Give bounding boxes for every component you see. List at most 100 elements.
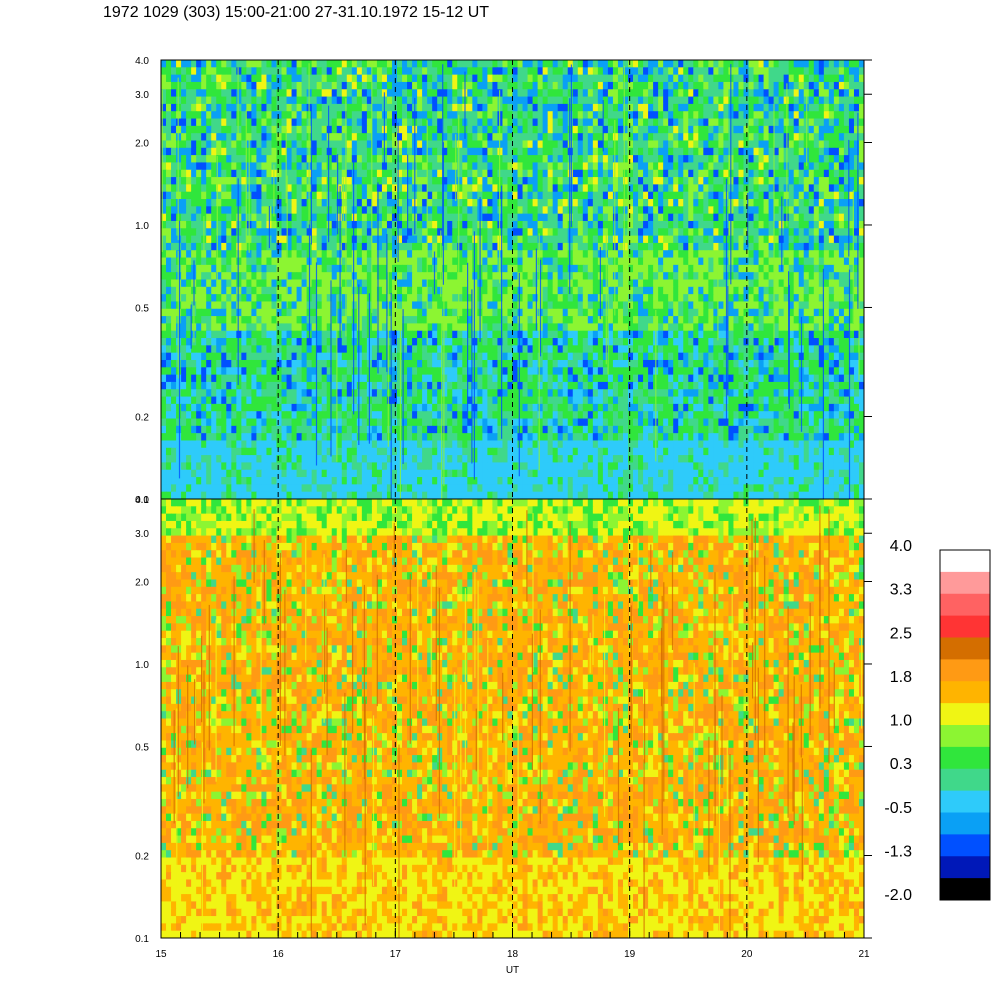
heatmap-cell: [201, 279, 207, 288]
heatmap-cell: [216, 125, 222, 134]
heatmap-cell: [407, 67, 413, 76]
heatmap-cell: [763, 111, 770, 120]
heatmap-cell: [512, 177, 519, 185]
heatmap-cell: [552, 279, 559, 288]
heatmap-cell: [828, 111, 835, 120]
heatmap-cell: [281, 155, 288, 164]
heatmap-cell: [698, 235, 704, 244]
heatmap-cell: [693, 147, 699, 156]
heatmap-cell: [833, 286, 840, 295]
heatmap-cell: [181, 147, 187, 156]
heatmap-cell: [522, 96, 529, 105]
heatmap-cell: [813, 279, 820, 288]
heatmap-cell: [447, 133, 453, 142]
heatmap-cell: [326, 206, 333, 215]
heatmap-cell: [818, 264, 825, 273]
heatmap-cell: [442, 301, 448, 310]
heatmap-cell: [492, 125, 499, 134]
heatmap-cell: [648, 67, 654, 76]
heatmap-cell: [512, 133, 519, 142]
heatmap-cell: [738, 206, 745, 215]
heatmap-cell: [557, 177, 564, 185]
heatmap-cell: [567, 286, 574, 295]
heatmap-cell: [577, 147, 584, 156]
heatmap-cell: [412, 74, 418, 83]
heatmap-cell: [376, 147, 383, 156]
heatmap-cell: [527, 308, 534, 317]
heatmap-cell: [537, 250, 544, 259]
heatmap-cell: [391, 147, 398, 156]
heatmap-cell: [788, 199, 795, 207]
heatmap-cell: [622, 118, 629, 127]
heatmap-cell: [848, 111, 855, 120]
heatmap-cell: [346, 220, 353, 229]
heatmap-cell: [658, 286, 664, 295]
heatmap-cell: [648, 308, 654, 317]
heatmap-cell: [176, 74, 182, 83]
heatmap-cell: [522, 177, 529, 185]
heatmap-cell: [562, 257, 569, 266]
heatmap-cell: [276, 250, 283, 259]
heatmap-cell: [477, 184, 483, 193]
heatmap-cell: [622, 67, 629, 76]
heatmap-cell: [743, 279, 750, 288]
heatmap-cell: [537, 67, 544, 76]
heatmap-cell: [713, 89, 719, 98]
heatmap-cell: [813, 242, 820, 251]
heatmap-cell: [427, 89, 433, 98]
heatmap-cell: [823, 206, 830, 215]
heatmap-cell: [407, 155, 413, 164]
heatmap-cell: [552, 242, 559, 251]
heatmap-cell: [663, 272, 669, 281]
heatmap-cell: [497, 96, 504, 105]
heatmap-cell: [291, 199, 298, 207]
heatmap-cell: [251, 147, 258, 156]
heatmap-cell: [402, 235, 408, 244]
heatmap-cell: [592, 286, 599, 295]
heatmap-cell: [381, 235, 388, 244]
heatmap-cell: [276, 264, 283, 273]
heatmap-cell: [166, 228, 172, 237]
heatmap-cell: [442, 279, 448, 288]
heatmap-cell: [838, 147, 845, 156]
heatmap-cell: [241, 81, 247, 90]
heatmap-cell: [171, 279, 177, 288]
heatmap-cell: [828, 286, 835, 295]
heatmap-cell: [482, 81, 488, 90]
heatmap-cell: [783, 286, 790, 295]
heatmap-cell: [668, 301, 674, 310]
heatmap-cell: [166, 89, 172, 98]
heatmap-cell: [512, 220, 519, 229]
heatmap-cell: [376, 220, 383, 229]
heatmap-cell: [638, 155, 644, 164]
heatmap-cell: [497, 235, 504, 244]
heatmap-cell: [758, 89, 765, 98]
heatmap-cell: [552, 272, 559, 281]
heatmap-cell: [422, 155, 428, 164]
heatmap-cell: [246, 118, 252, 127]
heatmap-cell: [798, 147, 805, 156]
heatmap-cell: [607, 294, 614, 303]
heatmap-cell: [326, 177, 333, 185]
heatmap-cell: [331, 147, 338, 156]
heatmap-cell: [522, 228, 529, 237]
heatmap-cell: [858, 74, 864, 83]
heatmap-cell: [502, 272, 509, 281]
heatmap-cell: [381, 257, 388, 266]
heatmap-cell: [211, 250, 217, 259]
heatmap-cell: [422, 250, 428, 259]
heatmap-cell: [231, 103, 237, 112]
heatmap-cell: [356, 155, 363, 164]
heatmap-cell: [301, 96, 308, 105]
heatmap-cell: [853, 199, 860, 207]
heatmap-cell: [477, 147, 483, 156]
heatmap-cell: [452, 286, 458, 295]
heatmap-cell: [658, 67, 664, 76]
heatmap-cell: [858, 103, 864, 112]
heatmap-cell: [196, 279, 202, 288]
heatmap-cell: [592, 89, 599, 98]
heatmap-cell: [251, 81, 258, 90]
heatmap-cell: [432, 228, 438, 237]
chart-title: 1972 1029 (303) 15:00-21:00 27-31.10.197…: [103, 4, 490, 21]
heatmap-cell: [271, 140, 278, 149]
